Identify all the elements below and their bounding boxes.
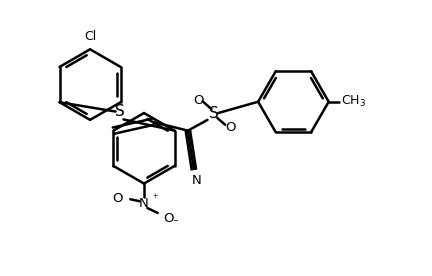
Text: O: O [225,121,236,134]
Text: O: O [164,212,174,225]
Text: $^+$: $^+$ [151,193,159,203]
Text: Cl: Cl [84,30,96,43]
Text: CH$_3$: CH$_3$ [341,94,366,109]
Text: O: O [194,94,204,107]
Text: $^-$: $^-$ [171,218,179,228]
Text: O: O [112,192,123,205]
Text: N: N [192,174,202,187]
Text: S: S [114,104,124,119]
Text: S: S [210,105,219,121]
Text: N: N [139,197,149,210]
